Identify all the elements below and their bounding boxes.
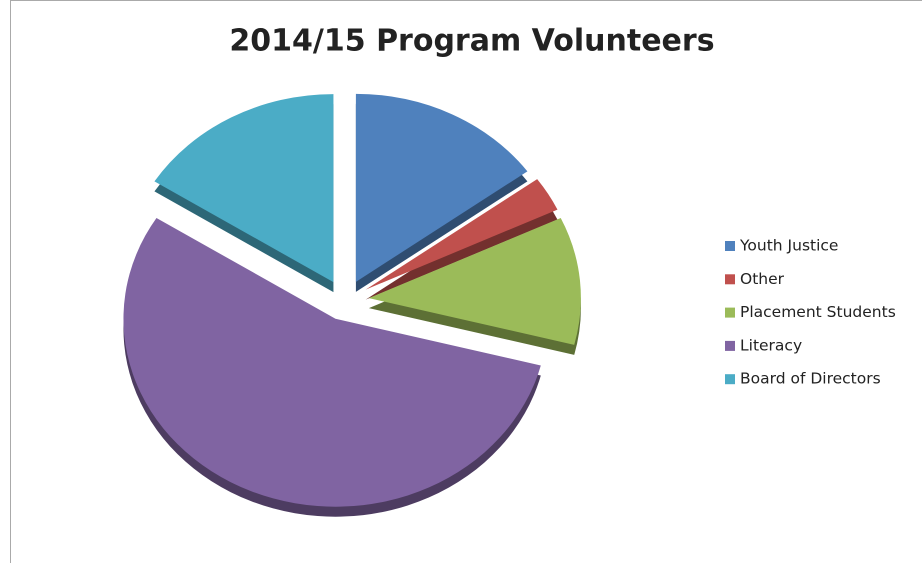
slice-top: [368, 218, 581, 345]
slice-top: [154, 94, 334, 283]
legend-label: Board of Directors: [740, 370, 881, 388]
legend-label: Placement Students: [740, 303, 896, 321]
pie-slice: [368, 218, 581, 355]
legend-label: Literacy: [740, 336, 802, 354]
legend-swatch: [725, 274, 735, 285]
chart-title: 2014/15 Program Volunteers: [229, 24, 714, 59]
pie-slice: [154, 94, 334, 293]
legend-label: Youth Justice: [739, 237, 838, 255]
legend-swatch: [725, 340, 735, 351]
legend-label: Other: [740, 270, 785, 288]
slice-top: [355, 93, 528, 282]
pie-slice: [123, 217, 541, 517]
slice-top: [123, 217, 541, 507]
slice-top: [365, 179, 558, 290]
legend-swatch: [725, 241, 735, 251]
legend-swatch: [725, 374, 735, 385]
legend-swatch: [725, 307, 735, 318]
pie-slice: [355, 93, 528, 292]
pie-slice: [365, 179, 558, 300]
